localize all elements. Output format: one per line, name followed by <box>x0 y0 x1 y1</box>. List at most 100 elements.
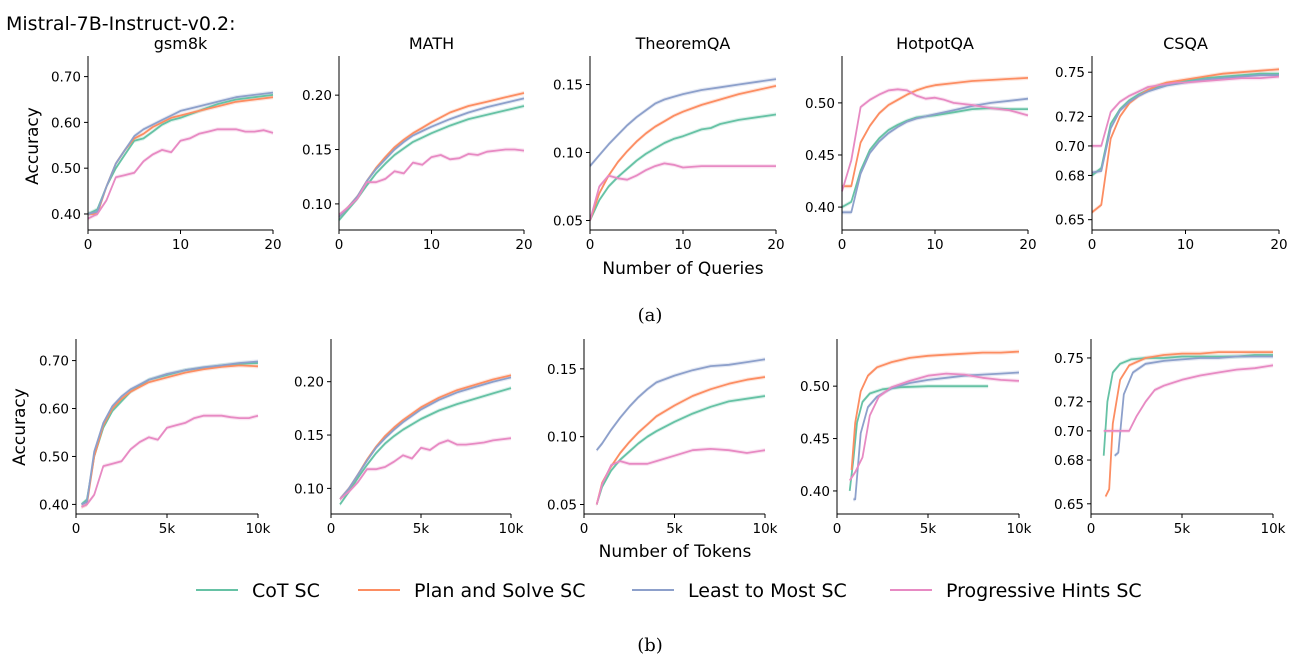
y-tick-label: 0.50 <box>51 161 81 177</box>
series-line <box>841 107 1028 208</box>
x-tick-label: 10 <box>1177 237 1194 253</box>
panel-title: TheoremQA <box>635 34 731 53</box>
series-band <box>590 77 776 169</box>
series-band <box>596 374 765 507</box>
x-axis-label-queries: Number of Queries <box>602 259 763 279</box>
panel-title: CSQA <box>1163 34 1208 53</box>
series-line <box>1091 74 1279 174</box>
y-tick-label: 0.68 <box>1054 453 1084 469</box>
series-line <box>1091 68 1280 214</box>
legend-label: CoT SC <box>252 580 320 602</box>
series-band <box>1092 74 1279 148</box>
y-tick-label: 0.10 <box>553 146 583 162</box>
series-band <box>1092 71 1279 178</box>
x-tick-label: 10 <box>423 237 440 253</box>
y-tick-label: 0.40 <box>39 497 69 513</box>
x-tick-label: 10k <box>753 521 778 537</box>
x-tick-label: 0 <box>327 521 336 537</box>
series-band <box>842 106 1028 210</box>
chart-panel-a-2: MATH 0.10 0.15 0.20 0 10 20 <box>302 34 533 253</box>
x-tick-label: 0 <box>1088 237 1097 253</box>
chart-panel-a-3: TheoremQA 0.05 0.10 0.15 0 10 20 <box>553 34 785 253</box>
y-tick-label: 0.20 <box>294 375 324 391</box>
x-tick-label: 10k <box>1261 521 1286 537</box>
y-tick-label: 0.50 <box>800 379 830 395</box>
series-line <box>88 96 274 215</box>
series-line <box>338 148 525 216</box>
y-tick-label: 0.70 <box>1054 424 1084 440</box>
series-line <box>853 371 1020 501</box>
x-tick-label: 5k <box>1174 521 1191 537</box>
x-tick-label: 5k <box>920 521 937 537</box>
series-band <box>590 112 776 223</box>
series-line <box>339 437 512 500</box>
x-tick-label: 10k <box>246 521 271 537</box>
panel-title: MATH <box>409 34 454 53</box>
legend-item: CoT SC <box>196 580 320 602</box>
y-tick-label: 0.15 <box>547 362 577 378</box>
y-tick-label: 0.72 <box>1054 395 1084 411</box>
y-tick-label: 0.45 <box>805 148 835 164</box>
series-line <box>339 376 512 500</box>
y-tick-label: 0.60 <box>51 115 81 131</box>
x-tick-label: 0 <box>335 237 344 253</box>
x-tick-label: 20 <box>1270 237 1287 253</box>
series-line <box>1104 351 1273 497</box>
series-line <box>1103 364 1274 432</box>
y-tick-label: 0.10 <box>294 481 324 497</box>
chart-panel-b-1: 0.40 0.50 0.60 0.70 0 5k 10k <box>39 339 271 537</box>
y-tick-label: 0.15 <box>302 143 332 159</box>
series-band <box>88 127 273 221</box>
x-tick-label: 20 <box>264 237 281 253</box>
x-tick-label: 5k <box>413 521 430 537</box>
series-band <box>81 359 258 507</box>
y-tick-label: 0.05 <box>553 213 583 229</box>
y-tick-label: 0.75 <box>1054 351 1084 367</box>
series-line <box>87 91 274 215</box>
series-band <box>849 384 989 493</box>
x-tick-label: 0 <box>580 521 589 537</box>
x-tick-label: 20 <box>1019 237 1036 253</box>
y-tick-label: 0.10 <box>547 430 577 446</box>
caption-a: (a) <box>638 305 663 326</box>
series-line <box>1092 75 1280 147</box>
series-line <box>1114 355 1273 457</box>
series-band <box>88 90 273 217</box>
chart-panel-a-1: gsm8k 0.40 0.50 0.60 0.70 0 10 20 <box>51 34 282 253</box>
model-title: Mistral-7B-Instruct-v0.2: <box>6 13 236 35</box>
y-tick-label: 0.15 <box>553 78 583 94</box>
series-line <box>589 78 777 167</box>
series-band <box>81 360 258 507</box>
series-line <box>595 376 766 505</box>
y-tick-label: 0.45 <box>800 432 830 448</box>
y-tick-label: 0.70 <box>39 354 69 370</box>
x-tick-label: 10k <box>1007 521 1032 537</box>
y-tick-label: 0.68 <box>1055 168 1085 184</box>
series-band <box>1092 67 1279 215</box>
y-tick-label: 0.75 <box>1055 65 1085 81</box>
series-band <box>590 161 776 223</box>
x-tick-label: 0 <box>586 237 595 253</box>
series-line <box>848 372 1020 481</box>
series-line <box>595 358 766 451</box>
chart-panel-a-5: CSQA 0.65 0.68 0.70 0.72 0.75 0 10 20 <box>1055 34 1288 253</box>
series-line <box>841 88 1029 192</box>
x-tick-label: 5k <box>666 521 683 537</box>
series-line <box>1091 72 1279 177</box>
y-axis-label-bottom: Accuracy <box>10 388 30 466</box>
x-axis-label-tokens: Number of Tokens <box>599 542 752 562</box>
series-band <box>1092 73 1279 175</box>
y-tick-label: 0.50 <box>39 449 69 465</box>
x-tick-label: 0 <box>1087 521 1096 537</box>
y-tick-label: 0.10 <box>302 197 332 213</box>
series-line <box>850 350 1020 471</box>
chart-panel-b-3: 0.05 0.10 0.15 0 5k 10k <box>547 339 778 537</box>
chart-panel-b-5: 0.65 0.68 0.70 0.72 0.75 0 5k 10k <box>1054 339 1286 537</box>
chart-panel-a-4: HotpotQA 0.40 0.45 0.50 0 10 20 <box>805 34 1037 253</box>
series-band <box>340 373 511 502</box>
series-line <box>339 387 512 505</box>
x-tick-label: 10 <box>926 237 943 253</box>
series-band <box>88 95 273 217</box>
